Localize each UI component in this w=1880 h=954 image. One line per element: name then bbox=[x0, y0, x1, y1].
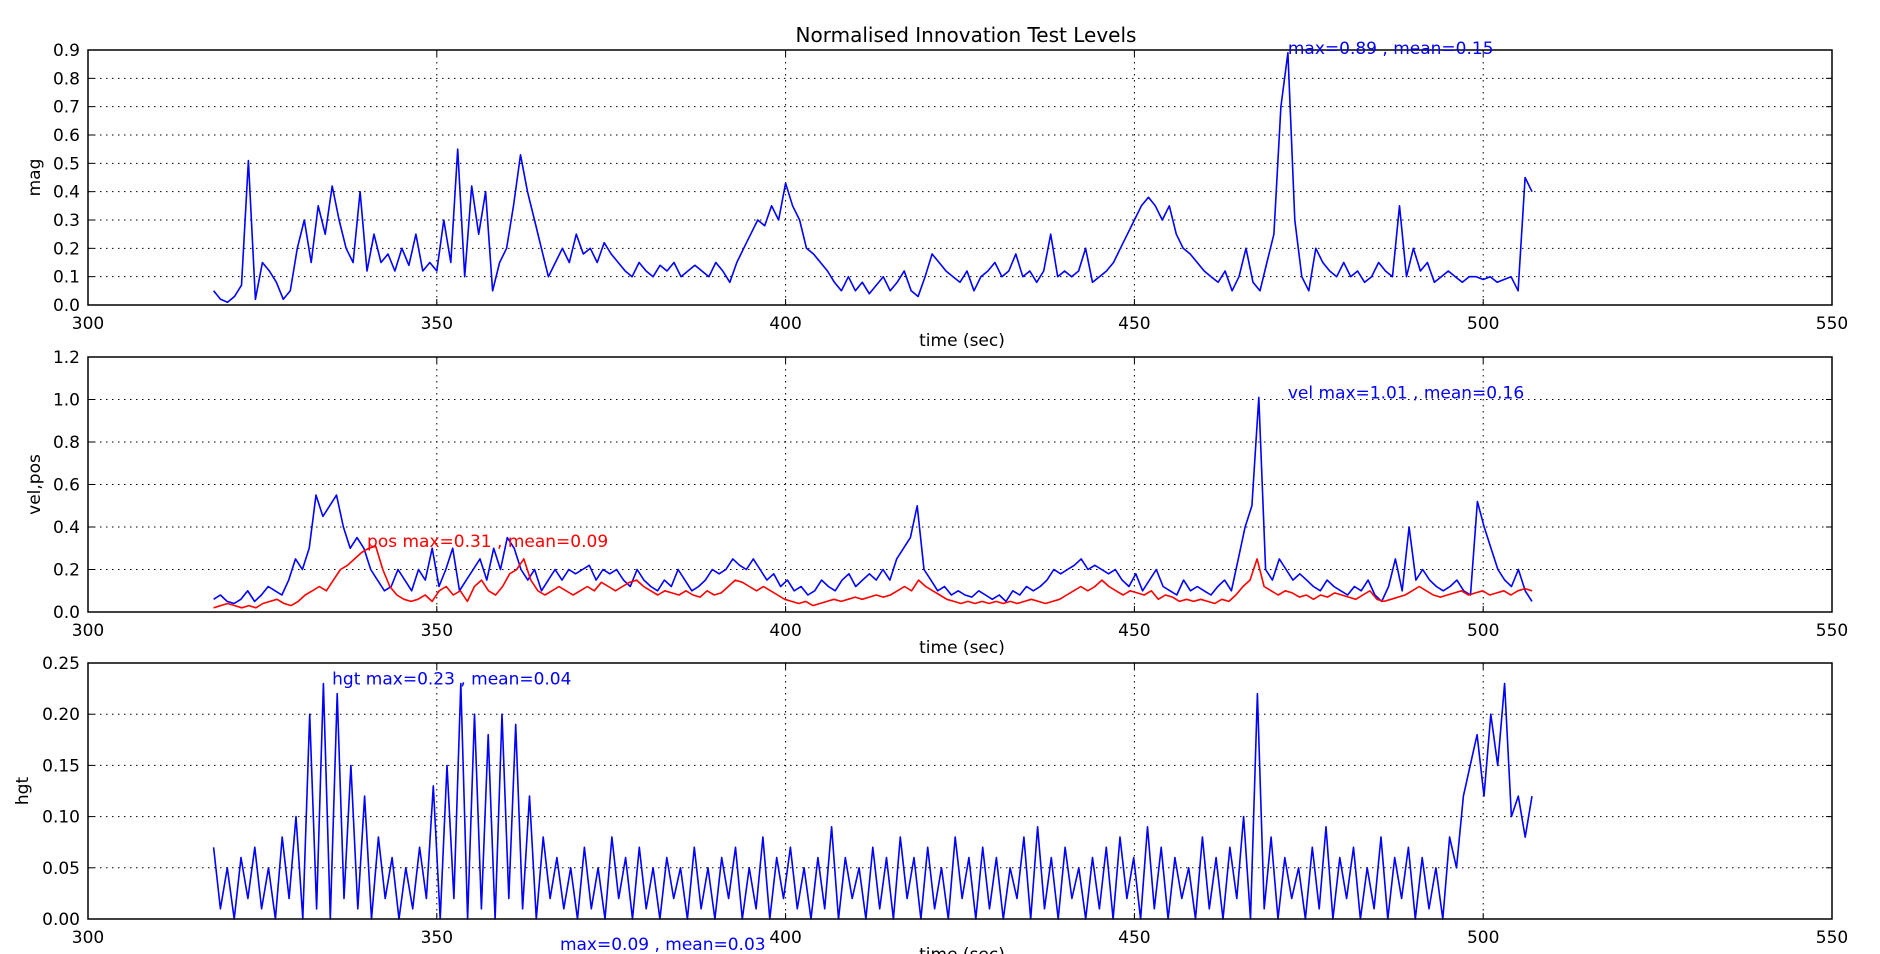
annotation-label: vel max=1.01 , mean=0.16 bbox=[1288, 383, 1524, 403]
x-tick-label: 400 bbox=[769, 621, 801, 641]
x-tick-label: 500 bbox=[1467, 314, 1499, 334]
plot-frame bbox=[87, 662, 1833, 920]
y-tick-label: 1.0 bbox=[53, 391, 80, 411]
y-tick-label: 0.2 bbox=[53, 239, 80, 259]
y-tick-label: 1.2 bbox=[53, 348, 80, 368]
x-tick-label: 350 bbox=[421, 314, 453, 334]
y-tick-label: 0.6 bbox=[53, 126, 80, 146]
x-tick-label: 400 bbox=[769, 314, 801, 334]
x-tick-label: 300 bbox=[72, 621, 104, 641]
y-tick-label: 0.8 bbox=[53, 69, 80, 89]
y-axis-label: hgt bbox=[13, 777, 33, 806]
x-axis-label: time (sec) bbox=[919, 638, 1005, 658]
x-tick-label: 500 bbox=[1467, 621, 1499, 641]
y-tick-label: 0.0 bbox=[53, 296, 80, 316]
x-tick-label: 350 bbox=[421, 621, 453, 641]
x-tick-label: 400 bbox=[769, 928, 801, 948]
x-tick-label: 450 bbox=[1118, 314, 1150, 334]
x-axis-label: time (sec) bbox=[919, 945, 1005, 954]
x-tick-label: 550 bbox=[1816, 621, 1848, 641]
plot-frame bbox=[87, 49, 1833, 306]
y-axis-label: mag bbox=[25, 159, 45, 197]
annotation-label: hgt max=0.23 , mean=0.04 bbox=[332, 669, 571, 689]
y-tick-label: 0.9 bbox=[53, 41, 80, 61]
y-tick-label: 0.2 bbox=[53, 561, 80, 581]
y-tick-label: 0.1 bbox=[53, 268, 80, 288]
y-tick-label: 0.05 bbox=[42, 859, 80, 879]
subplot-hgt: 0.00 0.05 0.10 0.15 0.20 0.25 300 350 400 450 500 5… bbox=[13, 654, 1848, 954]
y-tick-label: 0.8 bbox=[53, 433, 80, 453]
x-tick-label: 450 bbox=[1118, 621, 1150, 641]
subplot-mag: 0.0 0.1 0.2 0.3 0.4 0.5 0.6 0.7 0.8 0.9 300 350 400 4… bbox=[25, 39, 1848, 351]
series-line-1 bbox=[213, 545, 1533, 609]
x-tick-label: 500 bbox=[1467, 928, 1499, 948]
figure-title: Normalised Innovation Test Levels bbox=[796, 23, 1137, 47]
x-tick-label: 550 bbox=[1816, 314, 1848, 334]
y-tick-label: 0.3 bbox=[53, 211, 80, 231]
y-tick-label: 0.0 bbox=[53, 603, 80, 623]
series-line-0 bbox=[212, 682, 1533, 920]
series-line-0 bbox=[213, 396, 1533, 605]
x-tick-label: 300 bbox=[72, 314, 104, 334]
subplots: 0.0 0.1 0.2 0.3 0.4 0.5 0.6 0.7 0.8 0.9 300 350 400 4… bbox=[13, 39, 1848, 954]
annotation-label: max=0.09 , mean=0.03 bbox=[560, 935, 766, 954]
x-tick-label: 300 bbox=[72, 928, 104, 948]
annotation-label: pos max=0.31 , mean=0.09 bbox=[367, 532, 608, 552]
x-tick-label: 450 bbox=[1118, 928, 1150, 948]
x-tick-label: 350 bbox=[421, 928, 453, 948]
y-tick-label: 0.20 bbox=[42, 705, 80, 725]
x-axis-label: time (sec) bbox=[919, 331, 1005, 351]
annotation-label: max=0.89 , mean=0.15 bbox=[1288, 39, 1494, 59]
y-tick-label: 0.10 bbox=[42, 808, 80, 828]
plot-frame bbox=[87, 356, 1833, 613]
x-tick-label: 550 bbox=[1816, 928, 1848, 948]
y-tick-label: 0.25 bbox=[42, 654, 80, 674]
y-tick-label: 0.4 bbox=[53, 518, 80, 538]
y-tick-label: 0.7 bbox=[53, 98, 80, 118]
y-tick-label: 0.6 bbox=[53, 476, 80, 496]
y-tick-label: 0.15 bbox=[42, 756, 80, 776]
y-tick-label: 0.5 bbox=[53, 154, 80, 174]
y-tick-label: 0.4 bbox=[53, 183, 80, 203]
subplot-vel-pos: 0.0 0.2 0.4 0.6 0.8 1.0 1.2 300 350 400 450 500 550 t… bbox=[25, 348, 1848, 658]
y-tick-label: 0.00 bbox=[42, 910, 80, 930]
series-line-0 bbox=[212, 51, 1533, 304]
y-axis-label: vel,pos bbox=[25, 454, 45, 515]
